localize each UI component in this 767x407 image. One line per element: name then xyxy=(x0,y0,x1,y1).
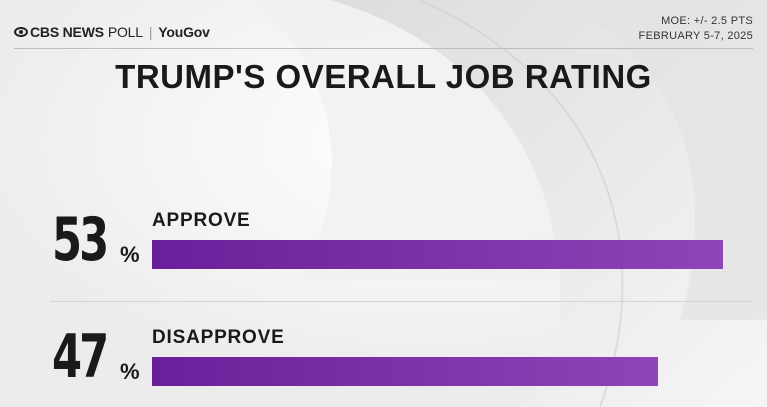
brand-yougov: YouGov xyxy=(158,24,210,40)
bar-approve xyxy=(152,240,723,269)
value-number: 53 xyxy=(52,205,109,275)
row-divider xyxy=(50,301,753,302)
value-label: 53% xyxy=(52,205,140,275)
category-label: DISAPPROVE xyxy=(152,327,285,348)
margin-of-error: MOE: +/- 2.5 PTS xyxy=(661,15,753,27)
bar-disapprove xyxy=(152,357,658,386)
brand-cbs-news: CBS NEWS xyxy=(30,24,104,40)
header-rule xyxy=(14,48,753,49)
percent-sign: % xyxy=(120,359,140,384)
poll-brand: CBS NEWS POLL | YouGov xyxy=(14,24,210,40)
chart-title: TRUMP'S OVERALL JOB RATING xyxy=(115,58,652,95)
poll-meta: MOE: +/- 2.5 PTS FEBRUARY 5-7, 2025 xyxy=(639,14,753,44)
value-number: 47 xyxy=(52,322,109,392)
brand-poll: POLL xyxy=(107,24,143,40)
category-label: APPROVE xyxy=(152,210,251,231)
brand-divider: | xyxy=(148,24,153,40)
value-label: 47% xyxy=(52,322,140,392)
percent-sign: % xyxy=(120,242,140,267)
poll-dates: FEBRUARY 5-7, 2025 xyxy=(638,30,753,42)
cbs-eye-icon xyxy=(14,27,28,37)
